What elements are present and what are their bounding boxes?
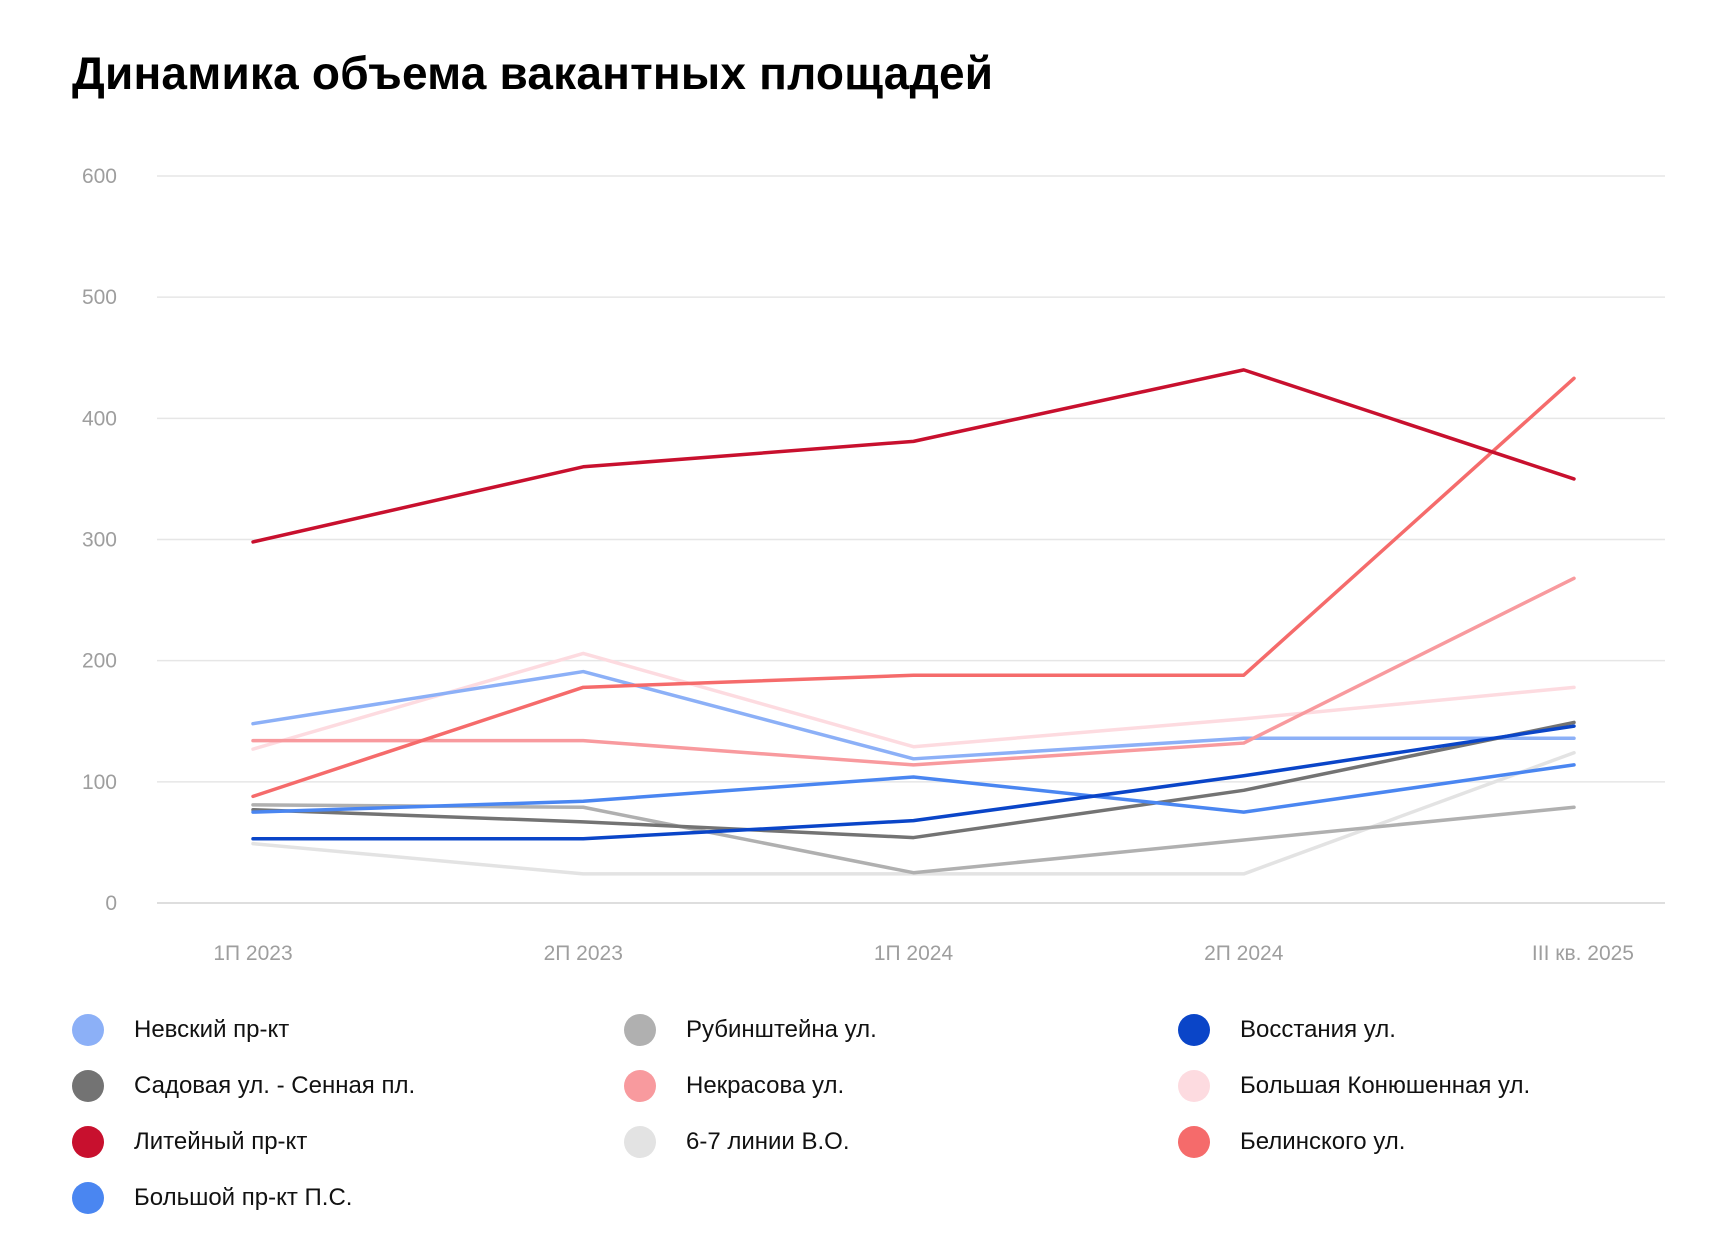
- legend-label: Большая Конюшенная ул.: [1240, 1072, 1531, 1099]
- y-tick-label: 0: [105, 892, 117, 915]
- legend-item: Садовая ул. - Сенная пл.: [72, 1068, 415, 1104]
- y-tick-label: 500: [82, 286, 117, 309]
- legend-label: Восстания ул.: [1240, 1016, 1396, 1043]
- series-line: [251, 576, 1576, 767]
- legend: Невский пр-кт Рубинштейна ул. Восстания ул…: [72, 1012, 1672, 1252]
- x-tick-label: 2П 2024: [1204, 942, 1284, 965]
- y-tick-label: 300: [82, 529, 117, 552]
- legend-color-swatch: [624, 1126, 656, 1158]
- legend-color-swatch: [624, 1014, 656, 1046]
- y-axis-ticks: 0 100 200 300 400 500 600: [82, 165, 117, 915]
- legend-label: Белинского ул.: [1240, 1128, 1406, 1155]
- series-lines: [251, 368, 1576, 876]
- legend-item: Белинского ул.: [1178, 1124, 1405, 1160]
- legend-color-swatch: [72, 1070, 104, 1102]
- series-line: [251, 720, 1576, 840]
- chart-title: Динамика объема вакантных площадей: [72, 47, 994, 99]
- x-tick-label: 1П 2024: [874, 942, 954, 965]
- x-tick-label: 2П 2023: [544, 942, 623, 965]
- legend-color-swatch: [72, 1014, 104, 1046]
- y-tick-label: 100: [82, 771, 117, 794]
- legend-label: Некрасова ул.: [686, 1072, 845, 1099]
- legend-color-swatch: [72, 1126, 104, 1158]
- series-line: [251, 376, 1576, 799]
- series-line: [251, 651, 1576, 751]
- y-tick-label: 200: [82, 650, 117, 673]
- legend-label: Литейный пр-кт: [134, 1128, 308, 1155]
- x-tick-label: III кв. 2025: [1532, 942, 1634, 965]
- series-line: [251, 724, 1576, 841]
- y-tick-label: 600: [82, 165, 117, 188]
- legend-color-swatch: [1178, 1014, 1210, 1046]
- legend-color-swatch: [72, 1182, 104, 1214]
- legend-item: Большая Конюшенная ул.: [1178, 1068, 1530, 1104]
- legend-color-swatch: [1178, 1126, 1210, 1158]
- legend-label: Садовая ул. - Сенная пл.: [134, 1072, 416, 1099]
- legend-item: Некрасова ул.: [624, 1068, 844, 1104]
- series-line: [251, 751, 1576, 876]
- legend-item: Большой пр-кт П.С.: [72, 1180, 352, 1216]
- legend-item: Восстания ул.: [1178, 1012, 1396, 1048]
- legend-label: Рубинштейна ул.: [686, 1016, 877, 1043]
- legend-item: Невский пр-кт: [72, 1012, 289, 1048]
- legend-color-swatch: [1178, 1070, 1210, 1102]
- x-tick-label: 1П 2023: [213, 942, 292, 965]
- legend-color-swatch: [624, 1070, 656, 1102]
- legend-item: Рубинштейна ул.: [624, 1012, 877, 1048]
- x-axis-ticks: 1П 2023 2П 2023 1П 2024 2П 2024 III кв. 2025: [213, 942, 1634, 965]
- grid-lines: [157, 175, 1665, 904]
- series-line: [251, 368, 1576, 544]
- legend-item: 6-7 линии В.О.: [624, 1124, 850, 1160]
- series-line: [251, 763, 1576, 814]
- legend-label: Невский пр-кт: [134, 1016, 290, 1043]
- legend-label: Большой пр-кт П.С.: [134, 1184, 353, 1211]
- y-tick-label: 400: [82, 407, 117, 430]
- series-line: [251, 669, 1576, 761]
- legend-label: 6-7 линии В.О.: [686, 1128, 850, 1155]
- legend-item: Литейный пр-кт: [72, 1124, 307, 1160]
